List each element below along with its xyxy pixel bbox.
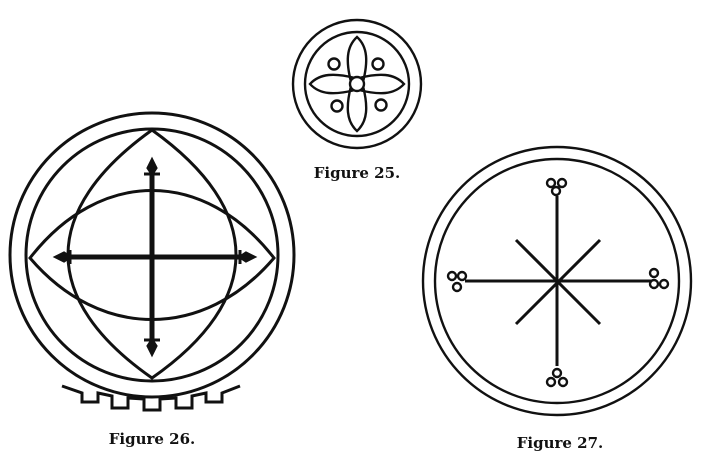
figure-26 bbox=[8, 111, 296, 412]
figure-27-caption: Figure 27. bbox=[517, 434, 604, 452]
figure-26-crenellated-band bbox=[61, 384, 241, 412]
figure-25-dot-top-right bbox=[371, 57, 385, 71]
figure-25 bbox=[291, 18, 423, 150]
figure-25-dot-bottom-right bbox=[374, 98, 388, 112]
figure-26-bottom-terminal bbox=[144, 337, 160, 358]
figure-27-top-ring-cluster bbox=[545, 177, 568, 197]
figure-27-outer-ring bbox=[421, 145, 693, 417]
figure-26-right-terminal bbox=[237, 250, 258, 264]
figure-27-bottom-ring-cluster bbox=[545, 367, 569, 388]
figure-25-petal-bottom bbox=[346, 85, 368, 133]
figure-26-top-terminal bbox=[144, 156, 160, 177]
figure-27-right-ring-cluster bbox=[648, 267, 670, 290]
figure-27 bbox=[421, 145, 693, 417]
figure-25-petal-top bbox=[346, 35, 368, 83]
figure-27-diagonal-ray-2 bbox=[514, 238, 602, 326]
figure-26-caption: Figure 26. bbox=[109, 430, 196, 448]
figure-26-left-terminal bbox=[52, 250, 73, 264]
figure-26-horizontal-lens bbox=[28, 189, 276, 321]
figure-25-dot-top-left bbox=[327, 57, 341, 71]
figure-26-vertical-lens bbox=[66, 128, 238, 380]
figure-25-dot-bottom-left bbox=[330, 99, 344, 113]
figure-25-petal-left bbox=[308, 73, 356, 95]
figure-25-caption: Figure 25. bbox=[314, 164, 401, 182]
figure-27-left-ring-cluster bbox=[446, 270, 468, 293]
figure-27-inner-ring bbox=[433, 157, 681, 405]
figure-25-inner-ring bbox=[303, 30, 411, 138]
figure-25-center-dot bbox=[348, 75, 366, 93]
figure-26-outer-ring bbox=[8, 111, 296, 399]
figure-25-outer-ring bbox=[291, 18, 423, 150]
figure-25-petal-right bbox=[358, 73, 406, 95]
